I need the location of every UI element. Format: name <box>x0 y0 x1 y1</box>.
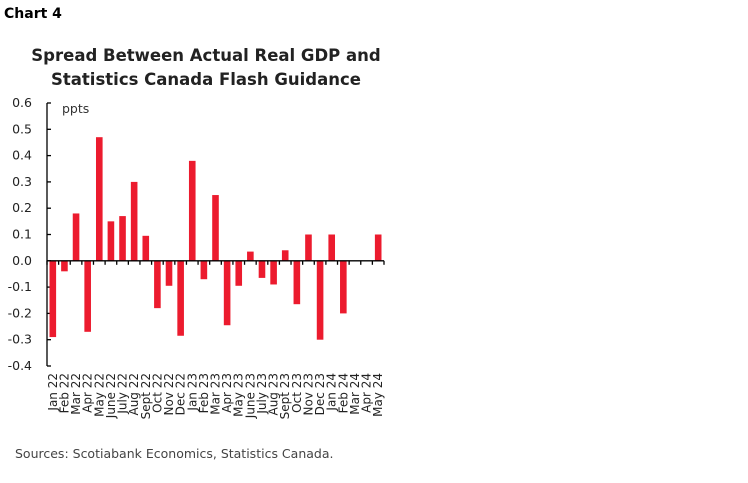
x-tick-label: Aug 22 <box>127 373 141 416</box>
x-tick-label: May 22 <box>92 373 106 417</box>
chart-label: Chart 4 <box>4 6 62 22</box>
x-tick-label: Dec 23 <box>313 373 327 415</box>
x-tick-label: Feb 23 <box>197 373 211 413</box>
x-tick-label: Aug 23 <box>267 373 281 416</box>
bar <box>328 234 336 261</box>
x-tick-label: Nov 23 <box>301 373 315 416</box>
x-tick-label: May 24 <box>371 373 385 417</box>
x-tick-label: Oct 22 <box>150 373 164 413</box>
x-tick-label: Oct 23 <box>290 373 304 413</box>
x-tick-label: May 23 <box>232 373 246 417</box>
bar <box>107 221 115 261</box>
x-tick-label: Mar 24 <box>348 373 362 415</box>
bar <box>340 260 347 314</box>
bar <box>84 260 91 332</box>
chart-title-line-2: Statistics Canada Flash Guidance <box>51 70 361 89</box>
x-tick-label: Apr 24 <box>360 373 374 413</box>
bar <box>154 260 161 309</box>
x-tick-label: Apr 22 <box>81 373 95 413</box>
x-tick-label: July 23 <box>255 373 269 415</box>
bar <box>223 260 231 326</box>
x-tick-label: June 23 <box>243 373 257 419</box>
x-tick-label: Dec 22 <box>174 373 188 415</box>
chart-title-line-1: Spread Between Actual Real GDP and <box>31 46 381 65</box>
bar <box>212 195 219 261</box>
y-tick-label: 0.1 <box>12 227 32 242</box>
x-tick-label: Sept 23 <box>278 373 292 419</box>
x-tick-label: Jan 23 <box>185 373 199 412</box>
y-tick-label: 0.2 <box>12 200 32 215</box>
y-axis-label: ppts <box>62 101 89 116</box>
y-tick-label: -0.1 <box>8 279 32 294</box>
y-tick-label: 0.3 <box>12 174 32 189</box>
x-tick-label: Jan 22 <box>46 373 60 412</box>
x-tick-label: July 22 <box>116 373 130 415</box>
bar <box>72 213 80 261</box>
source-note: Sources: Scotiabank Economics, Statistic… <box>15 446 334 461</box>
bar <box>165 260 173 286</box>
bar <box>247 251 254 261</box>
bar <box>316 260 324 340</box>
bar <box>305 234 312 261</box>
bar <box>188 160 196 261</box>
x-tick-label: Feb 22 <box>57 373 71 413</box>
bar <box>258 260 266 278</box>
x-tick-label: Mar 22 <box>69 373 83 415</box>
bar <box>142 235 150 261</box>
bar <box>200 260 208 280</box>
bar <box>95 137 103 261</box>
x-tick-label: Apr 23 <box>220 373 234 413</box>
bar <box>49 260 57 338</box>
bar <box>270 260 277 285</box>
x-tick-label: Sept 22 <box>139 373 153 419</box>
y-tick-label: 0.6 <box>12 95 32 110</box>
bar <box>61 260 68 272</box>
y-tick-label: 0.4 <box>12 148 32 163</box>
bar <box>293 260 301 305</box>
y-tick-label: 0.0 <box>12 253 32 268</box>
bar <box>374 234 382 261</box>
y-tick-label: -0.4 <box>8 358 32 373</box>
x-tick-label: Nov 22 <box>162 373 176 416</box>
x-tick-label: Jan 24 <box>325 373 339 412</box>
bar <box>281 250 289 261</box>
bar <box>130 181 138 261</box>
bar <box>235 260 243 286</box>
x-tick-label: June 22 <box>104 373 118 419</box>
y-tick-label: 0.5 <box>12 121 32 136</box>
y-tick-label: -0.3 <box>8 332 32 347</box>
x-tick-label: Mar 23 <box>209 373 223 415</box>
y-tick-label: -0.2 <box>8 305 32 320</box>
bar <box>177 260 184 336</box>
chart-title: Spread Between Actual Real GDP and Stati… <box>0 44 412 92</box>
bar <box>119 216 126 261</box>
x-tick-label: Feb 24 <box>336 373 350 413</box>
